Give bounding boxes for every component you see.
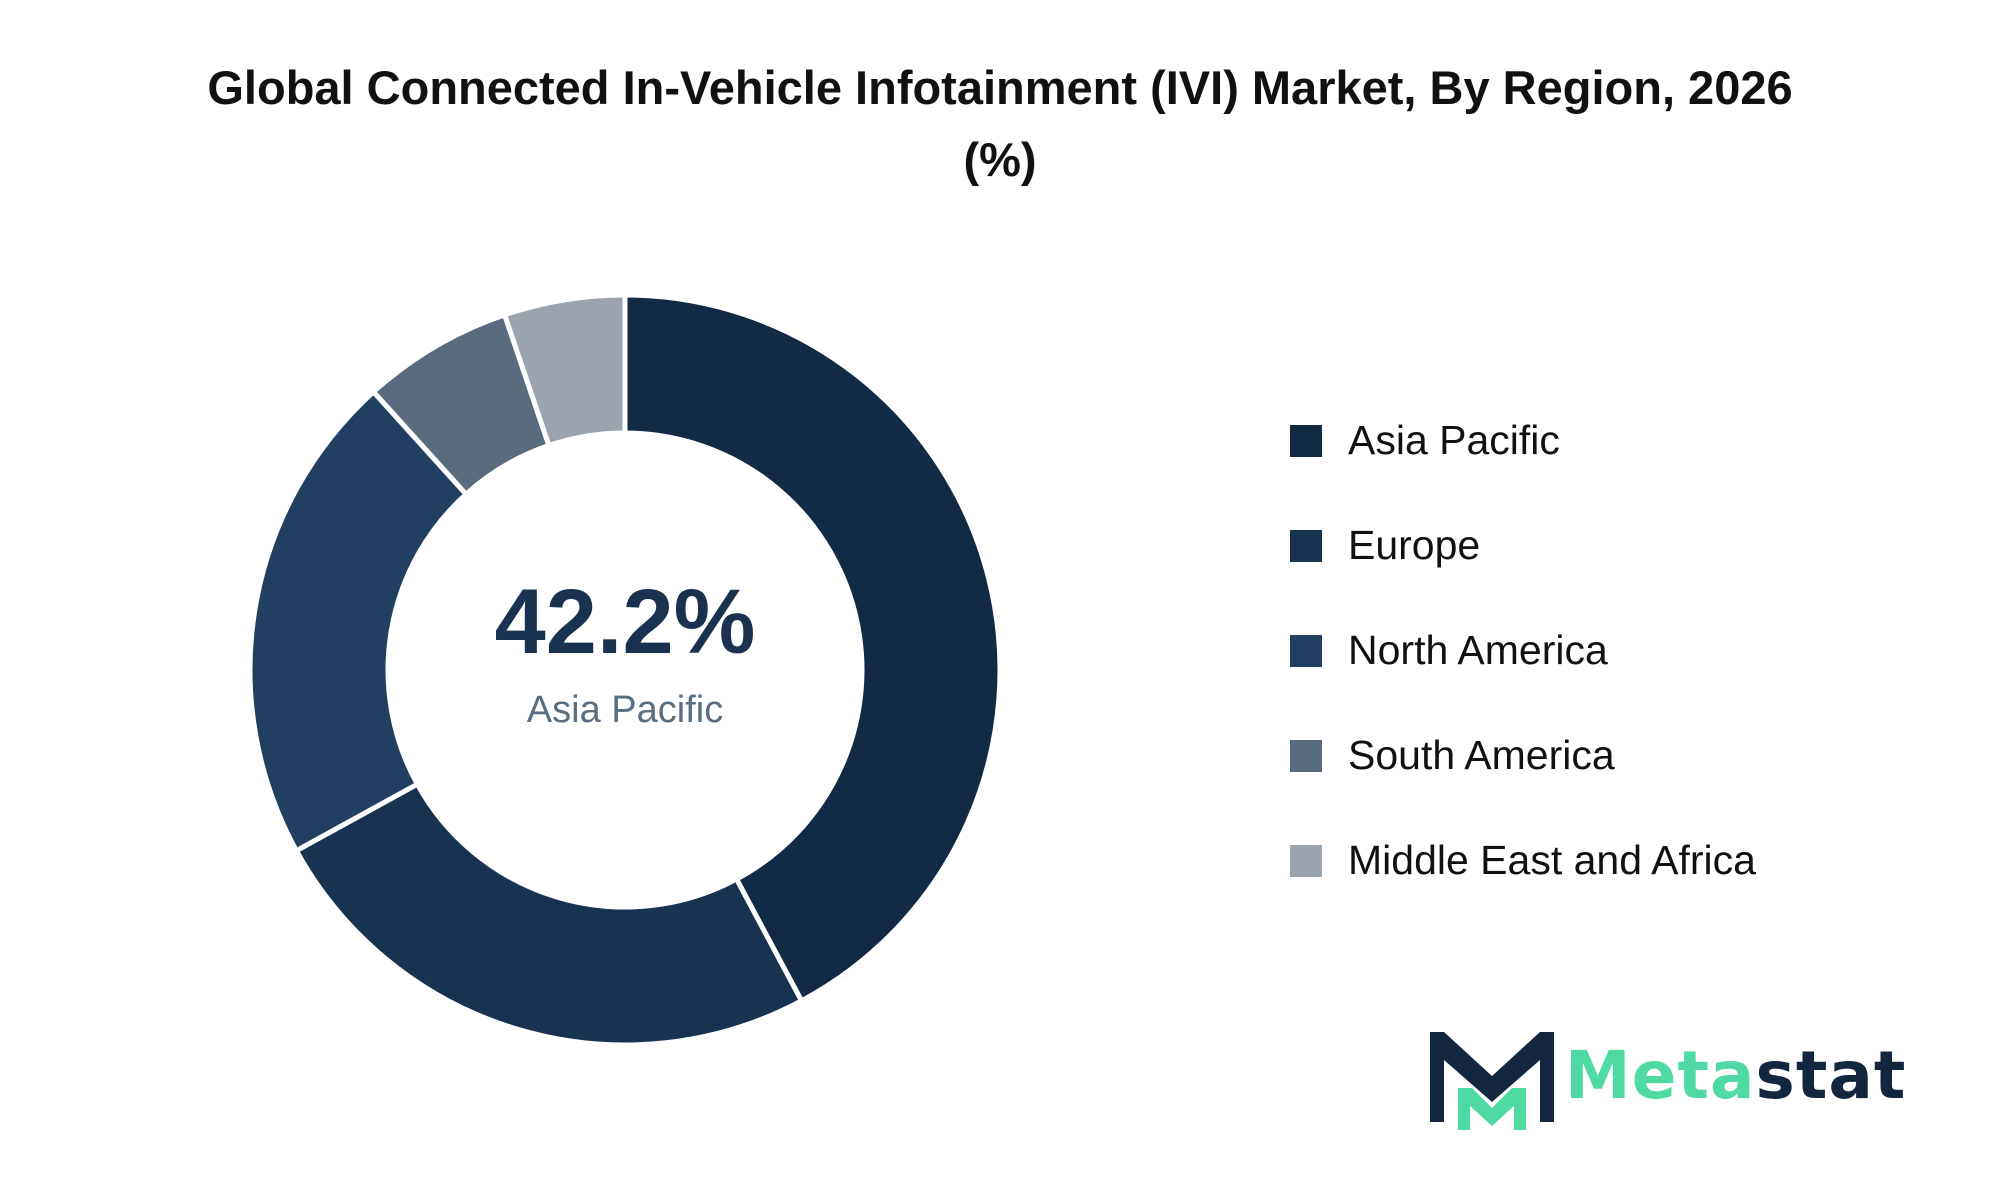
legend-label-south-america: South America <box>1348 732 1615 778</box>
logo-text-meta: Meta <box>1565 1037 1756 1114</box>
legend-swatch-north-america <box>1290 634 1322 667</box>
legend-label-middle-east-and-africa: Middle East and Africa <box>1348 837 1756 883</box>
slice-middle-east-and-africa <box>501 292 628 449</box>
legend-swatch-middle-east-and-africa <box>1290 844 1322 877</box>
legend-label-north-america: North America <box>1348 627 1608 673</box>
legend-label-asia-pacific: Asia Pacific <box>1348 417 1560 463</box>
slice-europe <box>292 780 805 1048</box>
logo-text-stat: stat <box>1755 1037 1907 1114</box>
metastat-logo-text: Metastat <box>1565 1036 1906 1116</box>
legend-item-south-america: South America <box>1290 703 1910 808</box>
slice-north-america <box>247 388 470 855</box>
slice-asia-pacific <box>622 292 1003 1005</box>
center-value: 42.2% <box>494 571 756 673</box>
legend-item-asia-pacific: Asia Pacific <box>1290 388 1910 493</box>
center-label: Asia Pacific <box>526 689 724 731</box>
legend-swatch-asia-pacific <box>1290 424 1322 457</box>
metastat-logo-mark-icon <box>1430 1032 1554 1130</box>
legend-item-europe: Europe <box>1290 493 1910 598</box>
legend-label-europe: Europe <box>1348 522 1481 568</box>
metastat-logo: Metastat <box>1430 1030 1905 1130</box>
legend-item-north-america: North America <box>1290 598 1910 703</box>
legend-item-middle-east-and-africa: Middle East and Africa <box>1290 808 1910 913</box>
legend-swatch-south-america <box>1290 739 1322 772</box>
legend: Asia Pacific Europe North America South Ame… <box>1290 388 1910 913</box>
legend-swatch-europe <box>1290 529 1322 562</box>
chart-title: Global Connected In-Vehicle Infotainment… <box>207 61 1793 186</box>
donut-slices <box>247 292 1003 1048</box>
